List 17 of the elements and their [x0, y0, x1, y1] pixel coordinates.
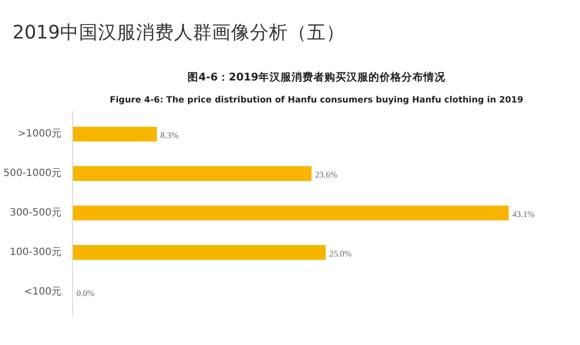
- bar: [72, 206, 509, 220]
- text: 2019中国汉服消费人群画像分析（五）: [12, 22, 345, 44]
- data-label: 43.1%: [512, 209, 535, 219]
- data-label: 25.0%: [329, 248, 352, 258]
- bar: [72, 166, 312, 181]
- data-label: 8.3%: [160, 130, 178, 140]
- data-label: 23.6%: [315, 170, 338, 180]
- y-tick-label: 100-300元: [10, 246, 62, 258]
- chart-title: 图4-6：2019年汉服消费者购买汉服的价格分布情况: [188, 70, 446, 84]
- bar: [72, 245, 326, 260]
- data-label: 0.0%: [76, 288, 95, 298]
- y-tick-label: <100元: [24, 286, 62, 298]
- y-tick-label: 300-500元: [10, 208, 62, 218]
- chart-subtitle: Figure 4-6: The price distribution of Hanfu consumers buying Hanfu clothing in 2019: [110, 96, 524, 106]
- bar: [72, 126, 157, 142]
- y-tick-label: 500-1000元: [3, 168, 62, 180]
- y-tick-label: >1000元: [18, 128, 62, 140]
